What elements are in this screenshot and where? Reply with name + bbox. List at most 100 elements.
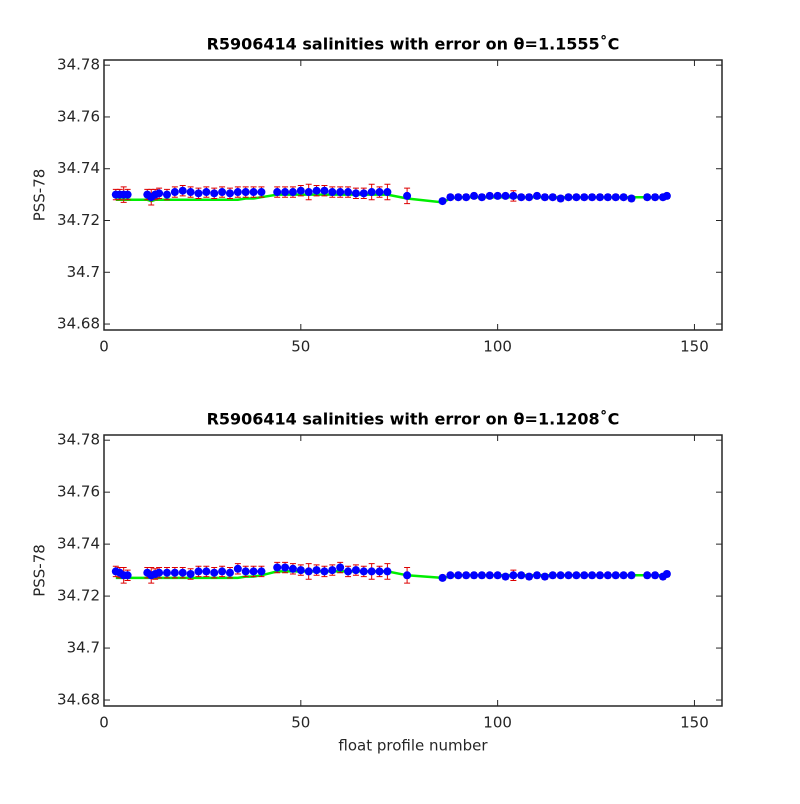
y-tick-label: 34.72 bbox=[57, 211, 100, 229]
salinity-point bbox=[477, 193, 486, 202]
x-tick-label: 50 bbox=[291, 338, 310, 356]
salinity-point bbox=[273, 563, 282, 572]
y-tick-label: 34.68 bbox=[57, 315, 100, 333]
salinity-point bbox=[611, 571, 620, 580]
salinity-point bbox=[312, 566, 321, 575]
salinity-point bbox=[218, 188, 227, 197]
y-tick-label: 34.7 bbox=[67, 263, 100, 281]
salinity-point bbox=[572, 571, 581, 580]
salinity-point bbox=[564, 571, 573, 580]
salinity-point bbox=[170, 188, 179, 197]
salinity-point bbox=[603, 193, 612, 202]
salinity-point bbox=[595, 193, 604, 202]
chart-title: R5906414 salinities with error on θ=1.15… bbox=[207, 35, 620, 54]
salinity-point bbox=[662, 191, 671, 200]
salinity-point bbox=[288, 564, 297, 573]
salinity-point bbox=[525, 193, 534, 202]
salinity-point bbox=[619, 571, 628, 580]
salinity-point bbox=[249, 188, 258, 197]
y-tick-label: 34.76 bbox=[57, 483, 100, 501]
salinity-point bbox=[351, 566, 360, 575]
salinity-point bbox=[509, 191, 518, 200]
salinity-point bbox=[257, 567, 266, 576]
salinity-point bbox=[178, 568, 187, 577]
salinity-point bbox=[643, 193, 652, 202]
salinity-point bbox=[123, 571, 132, 580]
salinity-point bbox=[281, 188, 290, 197]
salinity-point bbox=[517, 193, 526, 202]
salinity-point bbox=[540, 572, 549, 581]
salinity-point bbox=[532, 571, 541, 580]
salinity-point bbox=[548, 571, 557, 580]
salinity-point bbox=[403, 571, 412, 580]
salinity-point bbox=[218, 567, 227, 576]
salinity-point bbox=[162, 190, 171, 199]
salinity-point bbox=[320, 186, 329, 195]
salinity-point bbox=[304, 188, 313, 197]
salinity-point bbox=[556, 194, 565, 203]
salinity-point bbox=[462, 193, 471, 202]
salinity-point bbox=[367, 188, 376, 197]
salinity-point bbox=[241, 188, 250, 197]
y-tick-label: 34.78 bbox=[57, 431, 100, 449]
salinity-point bbox=[202, 567, 211, 576]
salinity-point bbox=[170, 568, 179, 577]
salinity-point bbox=[556, 571, 565, 580]
salinity-point bbox=[233, 564, 242, 573]
x-tick-label: 100 bbox=[483, 714, 512, 732]
salinity-point bbox=[532, 191, 541, 200]
salinity-point bbox=[328, 188, 337, 197]
salinity-point bbox=[281, 563, 290, 572]
salinity-point bbox=[312, 186, 321, 195]
salinity-point bbox=[257, 188, 266, 197]
salinity-point bbox=[328, 566, 337, 575]
salinity-point bbox=[627, 571, 636, 580]
salinity-point bbox=[462, 571, 471, 580]
x-tick-label: 150 bbox=[680, 338, 709, 356]
salinity-point bbox=[540, 193, 549, 202]
salinity-point bbox=[210, 568, 219, 577]
salinity-point bbox=[643, 571, 652, 580]
y-axis-label: PSS-78 bbox=[31, 544, 49, 597]
salinity-point bbox=[438, 573, 447, 582]
salinity-point bbox=[249, 567, 258, 576]
y-tick-label: 34.74 bbox=[57, 535, 100, 553]
salinity-point bbox=[662, 570, 671, 579]
salinity-point bbox=[225, 568, 234, 577]
salinity-point bbox=[580, 571, 589, 580]
x-tick-label: 150 bbox=[680, 714, 709, 732]
salinity-point bbox=[446, 193, 455, 202]
salinity-point bbox=[155, 568, 164, 577]
salinity-point bbox=[501, 572, 510, 581]
salinity-point bbox=[383, 567, 392, 576]
salinity-point bbox=[485, 191, 494, 200]
salinity-point bbox=[627, 194, 636, 203]
y-tick-label: 34.74 bbox=[57, 159, 100, 177]
salinity-point bbox=[186, 188, 195, 197]
y-tick-label: 34.76 bbox=[57, 107, 100, 125]
salinity-point bbox=[517, 571, 526, 580]
salinity-point bbox=[470, 191, 479, 200]
salinity-point bbox=[367, 567, 376, 576]
salinity-point bbox=[320, 567, 329, 576]
salinity-point bbox=[296, 566, 305, 575]
chart-title: R5906414 salinities with error on θ=1.12… bbox=[207, 410, 620, 429]
salinity-point bbox=[202, 188, 211, 197]
salinity-point bbox=[548, 193, 557, 202]
y-tick-label: 34.68 bbox=[57, 691, 100, 709]
salinity-point bbox=[501, 191, 510, 200]
x-tick-label: 0 bbox=[99, 338, 109, 356]
salinity-point bbox=[485, 571, 494, 580]
salinity-point bbox=[403, 191, 412, 200]
salinity-point bbox=[359, 189, 368, 198]
salinity-point bbox=[493, 191, 502, 200]
salinity-point bbox=[241, 567, 250, 576]
salinity-point bbox=[454, 571, 463, 580]
salinity-point bbox=[375, 188, 384, 197]
salinity-point bbox=[194, 567, 203, 576]
salinity-point bbox=[454, 193, 463, 202]
salinity-point bbox=[477, 571, 486, 580]
salinity-point bbox=[564, 193, 573, 202]
salinity-point bbox=[651, 193, 660, 202]
